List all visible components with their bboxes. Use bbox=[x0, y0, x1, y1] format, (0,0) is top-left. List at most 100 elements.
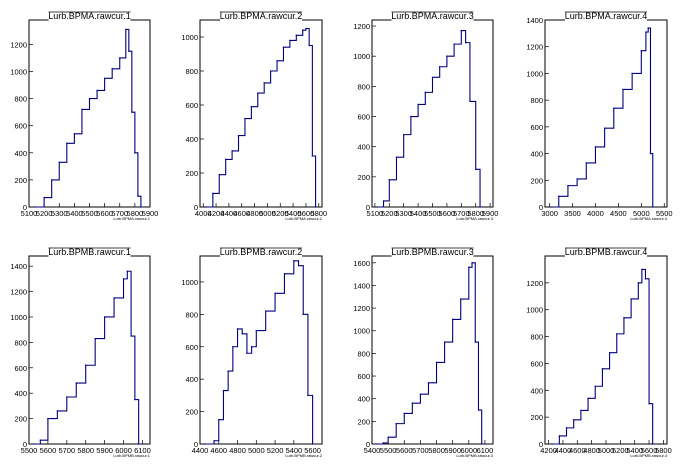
histogram-panel-7: Lurb.BPMB.rawcur.3 0 200 400 600 800 1000 1200 1… bbox=[353, 247, 494, 458]
histogram-bin bbox=[232, 346, 234, 348]
histogram-bin bbox=[573, 419, 575, 421]
histogram-line bbox=[377, 30, 483, 208]
y-tick-label: 1000 bbox=[181, 33, 198, 42]
histogram-line bbox=[552, 268, 655, 445]
x-tick-label: 5000 bbox=[248, 446, 265, 455]
x-axis-label: Lurb.BPMB.rawcur.2 bbox=[285, 453, 322, 458]
y-tick-label: 400 bbox=[357, 143, 370, 152]
x-tick-label: 5700 bbox=[111, 209, 128, 218]
x-tick-label: 5500 bbox=[81, 209, 98, 218]
plot-frame bbox=[199, 19, 323, 208]
y-tick-label: 200 bbox=[530, 176, 543, 185]
histogram-line bbox=[34, 270, 141, 445]
histogram-bin bbox=[56, 410, 58, 412]
histogram-bin bbox=[73, 133, 75, 135]
histogram-bin bbox=[140, 206, 142, 208]
y-tick-label: 1400 bbox=[353, 281, 370, 290]
x-tick-label: 5800 bbox=[655, 446, 672, 455]
x-tick-label: 5200 bbox=[36, 209, 53, 218]
x-tick-label: 4800 bbox=[246, 209, 263, 218]
histogram-bin bbox=[244, 118, 246, 120]
y-tick-label: 800 bbox=[530, 333, 543, 342]
histogram-bin bbox=[601, 368, 604, 370]
y-tick-label: 200 bbox=[14, 415, 27, 424]
histogram-line bbox=[204, 260, 315, 445]
histogram-bin bbox=[295, 34, 297, 36]
x-tick-label: 5400 bbox=[626, 446, 643, 455]
x-tick-label: 4800 bbox=[229, 446, 246, 455]
y-tick-label: 600 bbox=[530, 359, 543, 368]
x-tick-label: 3500 bbox=[564, 209, 581, 218]
histogram-bin bbox=[47, 417, 49, 420]
histogram-bin bbox=[576, 178, 578, 180]
y-tick-label: 0 bbox=[23, 440, 27, 449]
histogram-bin bbox=[113, 297, 115, 299]
histogram-bin bbox=[594, 146, 597, 148]
title-box bbox=[220, 11, 302, 23]
x-tick-label: 5200 bbox=[612, 446, 629, 455]
plot-title: Lurb.BPMB.rawcur.2 bbox=[220, 247, 303, 257]
histogram-bin bbox=[276, 60, 278, 62]
histogram-bin bbox=[558, 195, 560, 197]
histogram-bin bbox=[241, 333, 243, 335]
x-tick-label: 4200 bbox=[540, 446, 557, 455]
histogram-bin bbox=[460, 298, 462, 300]
x-tick-label: 5700 bbox=[412, 446, 429, 455]
y-tick-label: 1000 bbox=[181, 278, 198, 287]
histogram-bin bbox=[403, 134, 405, 136]
histogram-bin bbox=[134, 152, 136, 154]
plot-frame bbox=[371, 19, 494, 208]
x-axis-label: Lurb.BPMA.rawcur.2 bbox=[285, 216, 322, 221]
histogram-bin bbox=[231, 150, 233, 152]
histogram-bin bbox=[104, 316, 106, 318]
histogram-bin bbox=[645, 31, 647, 33]
y-tick-label: 0 bbox=[194, 440, 198, 449]
x-tick-label: 5400 bbox=[410, 209, 427, 218]
title-box bbox=[48, 247, 131, 259]
x-axis-label: Lurb.BPMB.rawcur.4 bbox=[630, 453, 667, 458]
histogram-bin bbox=[460, 29, 462, 32]
histogram-bin bbox=[382, 200, 385, 202]
x-tick-label: 5100 bbox=[21, 209, 38, 218]
histogram-bin bbox=[282, 46, 285, 48]
histogram-bin bbox=[644, 278, 647, 280]
x-tick-label: 6100 bbox=[477, 446, 494, 455]
y-tick-label: 400 bbox=[14, 389, 27, 398]
histogram-bin bbox=[376, 443, 378, 445]
title-box bbox=[565, 11, 647, 23]
histogram-bin bbox=[227, 370, 229, 372]
histogram-bin bbox=[302, 313, 304, 315]
histogram-bin bbox=[307, 394, 309, 396]
x-tick-label: 5100 bbox=[367, 209, 384, 218]
y-tick-label: 400 bbox=[357, 395, 370, 404]
x-tick-label: 5700 bbox=[453, 209, 470, 218]
x-tick-label: 4400 bbox=[555, 446, 572, 455]
x-tick-label: 4600 bbox=[233, 209, 250, 218]
x-tick-label: 5900 bbox=[482, 209, 499, 218]
y-tick-label: 1400 bbox=[526, 16, 543, 25]
y-tick-label: 800 bbox=[357, 349, 370, 358]
y-tick-label: 200 bbox=[14, 176, 27, 185]
y-tick-label: 1200 bbox=[526, 279, 543, 288]
histogram-bin bbox=[66, 142, 68, 144]
histogram-bin bbox=[257, 92, 259, 94]
x-tick-label: 5400 bbox=[285, 209, 302, 218]
histogram-bin bbox=[58, 161, 60, 163]
y-tick-label: 0 bbox=[194, 203, 198, 212]
histogram-bin bbox=[435, 361, 438, 364]
y-tick-label: 200 bbox=[185, 408, 198, 417]
histogram-bin bbox=[623, 317, 625, 319]
histogram-bin bbox=[94, 337, 96, 340]
x-tick-label: 5300 bbox=[395, 209, 412, 218]
histogram-bin bbox=[565, 427, 568, 429]
x-tick-label: 4000 bbox=[587, 209, 604, 218]
x-axis-label: Lurb.BPMB.rawcur.3 bbox=[456, 453, 493, 458]
title-box bbox=[391, 11, 474, 23]
y-tick-label: 1000 bbox=[526, 69, 543, 78]
title-box bbox=[391, 247, 474, 259]
x-tick-label: 5200 bbox=[267, 446, 284, 455]
y-tick-label: 600 bbox=[14, 122, 27, 131]
y-tick-label: 0 bbox=[366, 440, 370, 449]
y-tick-label: 200 bbox=[357, 417, 370, 426]
